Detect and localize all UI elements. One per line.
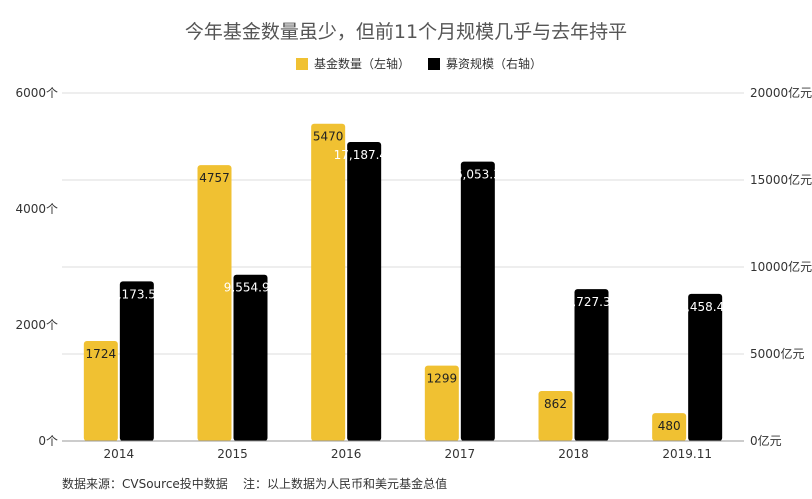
data-label-fund-count: 4757: [199, 171, 230, 185]
x-axis-tick-label: 2016: [331, 447, 362, 461]
data-label-fund-size: 8,727.38: [565, 295, 618, 309]
data-label-fund-count: 1299: [427, 372, 458, 386]
bars: 1724 9,173.50 4757 9,554.91 5470 17,187.47 129…: [83, 123, 732, 442]
bar-fund-count: [424, 365, 459, 441]
x-axis-tick-label: 2019.11: [662, 447, 712, 461]
left-axis: 0个 2000个 4000个 6000个: [15, 86, 58, 448]
right-axis-tick-label: 0亿元: [750, 433, 782, 448]
x-axis-tick-label: 2014: [104, 447, 135, 461]
legend-label-fund-count: 基金数量（左轴）: [314, 56, 410, 71]
x-axis-tick-label: 2015: [217, 447, 248, 461]
right-axis-tick-label: 10000亿元: [750, 259, 812, 274]
data-label-fund-size: 9,173.50: [110, 287, 163, 301]
left-axis-tick-label: 0个: [38, 434, 58, 448]
left-axis-tick-label: 2000个: [15, 318, 58, 332]
x-axis-tick-label: 2017: [445, 447, 476, 461]
gridlines: [62, 92, 744, 355]
data-label-fund-size: 9,554.91: [224, 281, 277, 295]
data-label-fund-size: 17,187.47: [334, 148, 395, 162]
data-label-fund-size: 16,053.32: [447, 168, 508, 182]
right-axis-tick-label: 15000亿元: [750, 172, 812, 187]
left-axis-tick-label: 6000个: [15, 86, 58, 100]
right-axis-tick-label: 20000亿元: [750, 85, 812, 100]
data-label-fund-count: 480: [658, 419, 681, 433]
legend-swatch-fund-size: [428, 58, 440, 70]
bar-fund-size: [233, 274, 268, 441]
legend-swatch-fund-count: [296, 58, 308, 70]
left-axis-tick-label: 4000个: [15, 202, 58, 216]
x-axis: 2014 2015 2016 2017 2018 2019.11: [62, 440, 744, 461]
chart-title: 今年基金数量虽少，但前11个月规模几乎与去年持平: [185, 21, 627, 43]
right-axis: 0亿元 5000亿元 10000亿元 15000亿元 20000亿元: [750, 85, 812, 448]
data-label-fund-count: 5470: [313, 130, 344, 144]
right-axis-tick-label: 5000亿元: [750, 346, 805, 361]
bar-fund-size: [460, 161, 495, 441]
bar-fund-count: [538, 391, 573, 441]
bar-fund-count: [83, 341, 118, 441]
legend: 基金数量（左轴） 募资规模（右轴）: [296, 56, 542, 71]
bar-fund-size: [688, 293, 723, 441]
footnote: 数据来源：CVSource投中数据 注：以上数据为人民币和美元基金总值: [62, 476, 447, 491]
bar-fund-count: [311, 123, 346, 442]
bar-fund-size: [574, 289, 609, 441]
data-label-fund-count: 1724: [86, 347, 117, 361]
x-axis-tick-label: 2018: [558, 447, 589, 461]
bar-fund-size: [347, 141, 382, 441]
legend-label-fund-size: 募资规模（右轴）: [446, 56, 542, 71]
data-label-fund-count: 862: [544, 397, 567, 411]
bar-fund-count: [652, 413, 687, 441]
data-label-fund-size: 8,458.41: [678, 300, 731, 314]
bar-fund-size: [119, 281, 154, 441]
bar-fund-count: [197, 165, 232, 441]
